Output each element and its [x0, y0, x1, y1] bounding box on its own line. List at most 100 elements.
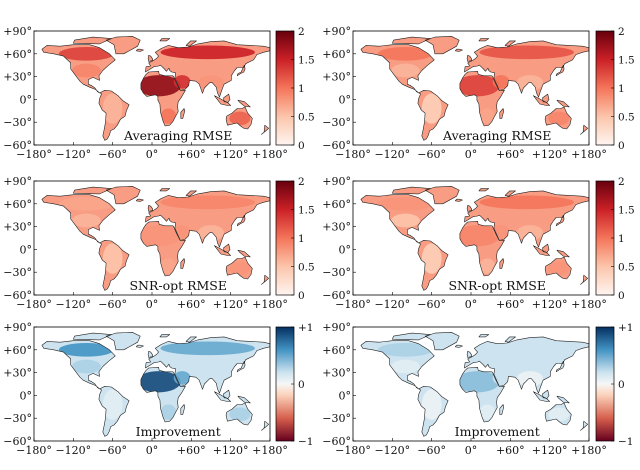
- y-tick-label: 0°: [20, 243, 33, 256]
- coastline-arctic-islands: [73, 36, 112, 45]
- coastline-madagascar: [180, 404, 186, 415]
- land-field: [353, 181, 589, 295]
- panel-bottom-left: −180° −120° −60° 0° +60° +120° +180° +90° +60° +3…: [3, 321, 313, 457]
- coastline-iceland: [136, 48, 144, 52]
- region-northern-eurasia: [479, 195, 574, 210]
- coastline-greenland: [424, 331, 460, 351]
- coastline-south-america: [417, 90, 449, 141]
- coastline-madagascar: [180, 258, 186, 269]
- map-area: [353, 181, 589, 295]
- region-southern-africa: [160, 108, 177, 124]
- coastline-borneo: [223, 243, 231, 253]
- y-tick-label: +30°: [3, 71, 32, 84]
- panel-title: Averaging RMSE: [442, 128, 551, 143]
- coastline-borneo: [542, 243, 550, 253]
- land-field: [353, 327, 589, 441]
- coastline-new-guinea: [556, 395, 570, 404]
- region-usa: [391, 213, 420, 228]
- x-tick-label: +180°: [571, 444, 607, 457]
- panel-title: Improvement: [136, 424, 221, 439]
- region-southern-africa: [160, 258, 177, 274]
- coastline-australia: [544, 256, 572, 280]
- panel-title: Improvement: [455, 424, 540, 439]
- colorbar-tick-label: 0.5: [618, 112, 635, 124]
- x-tick-label: −120°: [374, 444, 410, 457]
- region-sahara-sahel: [136, 75, 181, 97]
- y-tick-label: 0°: [20, 93, 33, 106]
- y-tick-label: +90°: [3, 25, 32, 38]
- coastline-eurasia: [145, 190, 270, 248]
- land-field: [34, 327, 270, 441]
- region-southern-africa: [479, 258, 496, 274]
- y-tick-label: +60°: [322, 344, 351, 357]
- y-tick-label: 0°: [339, 93, 352, 106]
- coastline-svalbard: [159, 38, 170, 42]
- region-usa: [72, 359, 101, 374]
- x-tick-label: +60°: [496, 148, 525, 161]
- colorbar-tick-label: 0: [298, 379, 305, 391]
- x-tick-label: −60°: [98, 444, 127, 457]
- panel-bottom-right: −180° −120° −60° 0° +60° +120° +180° +90° +60° +3…: [322, 321, 633, 457]
- coastline-new-zealand: [580, 420, 589, 431]
- colorbar-tick-label: 0.5: [298, 112, 315, 124]
- land-field: [34, 31, 270, 145]
- coastline-new-zealand: [261, 420, 270, 431]
- x-tick-label: +60°: [177, 444, 206, 457]
- y-tick-label: +90°: [3, 321, 32, 334]
- region-canada: [377, 196, 433, 211]
- panel-top-left: −180° −120° −60° 0° +60° +120° +180° +90° +60° +3…: [3, 25, 314, 161]
- coastline-borneo: [542, 93, 550, 103]
- coastline-madagascar: [499, 258, 505, 269]
- coastline-south-america: [98, 90, 130, 141]
- region-canada: [377, 342, 433, 357]
- x-tick-label: 0°: [146, 298, 159, 311]
- x-tick-label: −120°: [55, 298, 91, 311]
- x-tick-label: −180°: [16, 148, 52, 161]
- coastline-arctic-islands: [73, 332, 112, 341]
- coastline-eurasia: [145, 336, 270, 394]
- region-australia: [548, 111, 570, 126]
- coastline-great-britain: [147, 54, 153, 62]
- colorbar-tick-label: 2: [298, 176, 305, 188]
- coastline-japan: [236, 214, 246, 227]
- region-canada: [58, 196, 114, 211]
- y-tick-label: 0°: [20, 389, 33, 402]
- coastline-indonesia: [214, 391, 231, 402]
- colorbar-tick-label: 0: [298, 290, 305, 302]
- coastline-greenland: [105, 331, 141, 351]
- coastline-eurasia: [464, 190, 589, 248]
- panel-title: SNR-opt RMSE: [129, 278, 227, 293]
- y-tick-label: +90°: [322, 321, 351, 334]
- region-sahara-sahel: [455, 371, 500, 393]
- coastline-madagascar: [180, 108, 186, 119]
- land-field: [34, 181, 270, 295]
- coastline-eurasia: [464, 336, 589, 394]
- map-area: [353, 327, 589, 441]
- y-tick-label: −30°: [322, 412, 351, 425]
- x-tick-label: −180°: [335, 444, 371, 457]
- x-tick-label: +120°: [213, 444, 249, 457]
- y-tick-label: +60°: [3, 48, 32, 61]
- coastline-arctic-islands: [391, 186, 431, 195]
- map-area: [34, 31, 270, 145]
- coastline-borneo: [223, 389, 231, 399]
- map-area: [34, 327, 270, 441]
- x-tick-label: +180°: [252, 298, 288, 311]
- x-tick-label: −180°: [335, 148, 371, 161]
- colorbar-tick-label: 0: [618, 290, 625, 302]
- coastline-new-guinea: [237, 249, 251, 258]
- colorbar-tick-label: −1: [298, 436, 313, 448]
- coastline-new-zealand: [580, 274, 589, 285]
- coastline-eurasia: [464, 40, 589, 98]
- coastline-japan: [555, 64, 565, 77]
- coastline-australia: [544, 106, 572, 130]
- coastline-north-america: [41, 194, 116, 244]
- region-canada: [58, 342, 114, 357]
- region-usa: [391, 63, 420, 78]
- coastline-great-britain: [147, 350, 153, 358]
- region-south-america: [421, 389, 442, 420]
- region-canada: [377, 46, 433, 61]
- coastline-new-guinea: [556, 249, 570, 258]
- colorbar-tick-label: 0: [618, 379, 625, 391]
